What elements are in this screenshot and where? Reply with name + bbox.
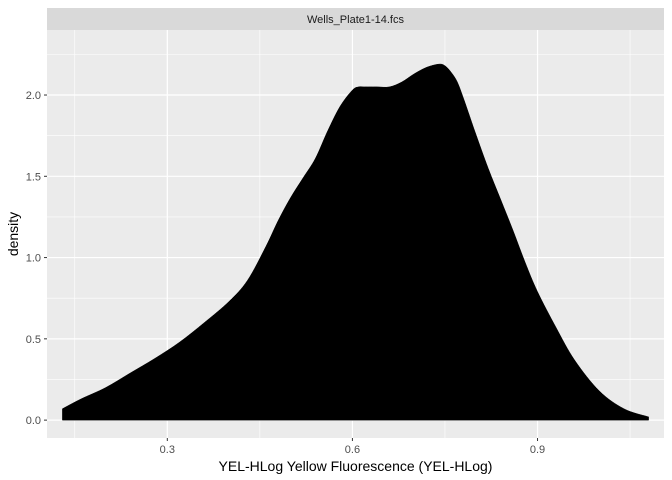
facet-strip-background <box>47 8 664 30</box>
x-tick-label: 0.3 <box>160 444 175 456</box>
density-layer <box>62 63 649 421</box>
y-tick-label: 1.0 <box>26 253 41 265</box>
facet-strip: Wells_Plate1-14.fcs <box>47 8 664 30</box>
y-axis-ticks: 0.0 0.5 1.0 1.5 2.0 <box>26 90 47 427</box>
x-axis-ticks: 0.3 0.6 0.9 <box>160 438 545 456</box>
y-tick-label: 2.0 <box>26 90 41 102</box>
x-tick-label: 0.6 <box>345 444 360 456</box>
density-area <box>62 63 649 421</box>
y-tick-label: 0.5 <box>26 334 41 346</box>
x-tick-label: 0.9 <box>530 444 545 456</box>
y-tick-label: 0.0 <box>26 415 41 427</box>
y-tick-label: 1.5 <box>26 171 41 183</box>
y-axis-title: density <box>5 212 21 256</box>
facet-strip-label: Wells_Plate1-14.fcs <box>307 14 405 26</box>
x-axis-title: YEL-HLog Yellow Fluorescence (YEL-HLog) <box>219 458 493 474</box>
